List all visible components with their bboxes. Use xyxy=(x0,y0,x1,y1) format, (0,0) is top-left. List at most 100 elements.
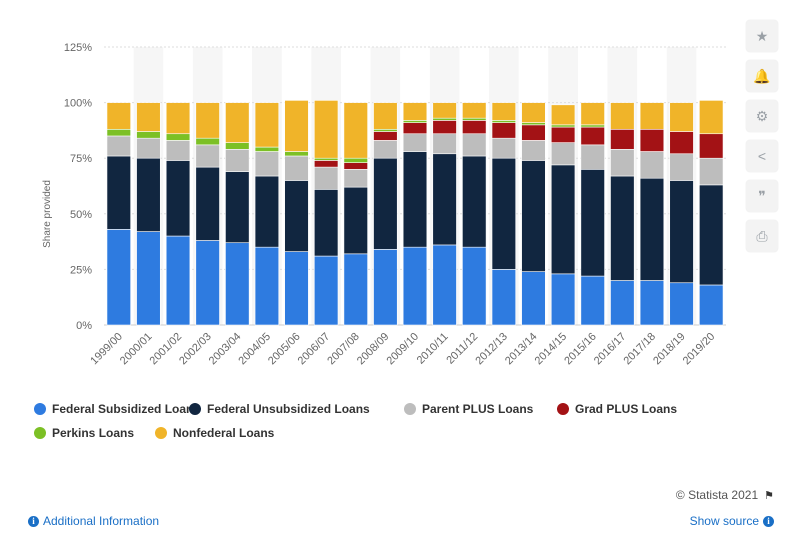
bar-segment[interactable] xyxy=(610,149,635,177)
bar-segment[interactable] xyxy=(195,137,220,146)
bar-segment[interactable] xyxy=(432,120,457,135)
bar-segment[interactable] xyxy=(639,280,665,326)
bar-segment[interactable] xyxy=(550,124,576,128)
print-icon[interactable]: ⎙ xyxy=(746,220,778,252)
bar-segment[interactable] xyxy=(669,282,694,326)
legend-label[interactable]: Parent PLUS Loans xyxy=(422,402,534,416)
bar-segment[interactable] xyxy=(669,131,694,155)
bar-segment[interactable] xyxy=(165,102,191,135)
bar-segment[interactable] xyxy=(254,151,280,177)
bar-segment[interactable] xyxy=(343,169,368,188)
bar-segment[interactable] xyxy=(491,102,517,121)
bar-segment[interactable] xyxy=(521,102,546,123)
bar-segment[interactable] xyxy=(610,102,635,130)
bar-segment[interactable] xyxy=(195,144,220,168)
bar-segment[interactable] xyxy=(491,157,517,270)
bar-segment[interactable] xyxy=(462,102,487,119)
bar-segment[interactable] xyxy=(313,160,339,168)
bar-segment[interactable] xyxy=(550,273,576,326)
bar-segment[interactable] xyxy=(225,149,250,172)
bar-segment[interactable] xyxy=(699,157,724,186)
bar-segment[interactable] xyxy=(373,140,398,159)
bar-segment[interactable] xyxy=(165,133,191,141)
bell-icon[interactable]: 🔔 xyxy=(746,60,778,92)
legend-label[interactable]: Grad PLUS Loans xyxy=(575,402,677,416)
bar-segment[interactable] xyxy=(225,171,250,244)
bar-segment[interactable] xyxy=(521,271,546,326)
bar-segment[interactable] xyxy=(136,137,161,159)
bar-segment[interactable] xyxy=(284,151,309,157)
bar-segment[interactable] xyxy=(580,169,605,277)
bar-segment[interactable] xyxy=(136,231,161,326)
bar-segment[interactable] xyxy=(402,151,428,248)
bar-segment[interactable] xyxy=(136,102,161,132)
bar-segment[interactable] xyxy=(639,151,665,179)
additional-information-link[interactable]: i Additional Information xyxy=(28,514,159,528)
bar-segment[interactable] xyxy=(639,128,665,152)
bar-segment[interactable] xyxy=(580,126,605,146)
bar-segment[interactable] xyxy=(699,184,724,286)
bar-segment[interactable] xyxy=(402,120,428,123)
bar-segment[interactable] xyxy=(254,102,280,148)
bar-segment[interactable] xyxy=(284,100,309,152)
bar-segment[interactable] xyxy=(521,124,546,141)
bar-segment[interactable] xyxy=(432,133,457,155)
bar-segment[interactable] xyxy=(343,157,368,163)
bar-segment[interactable] xyxy=(343,253,368,326)
gear-icon[interactable]: ⚙ xyxy=(746,100,778,132)
star-icon[interactable]: ★ xyxy=(746,20,778,52)
bar-segment[interactable] xyxy=(669,153,694,181)
bar-segment[interactable] xyxy=(521,140,546,161)
bar-segment[interactable] xyxy=(491,137,517,159)
legend-label[interactable]: Perkins Loans xyxy=(52,426,134,440)
bar-segment[interactable] xyxy=(639,102,665,130)
bar-segment[interactable] xyxy=(254,146,280,152)
bar-segment[interactable] xyxy=(254,246,280,326)
bar-segment[interactable] xyxy=(699,133,724,159)
bar-segment[interactable] xyxy=(106,229,131,326)
bar-segment[interactable] xyxy=(432,102,457,119)
bar-segment[interactable] xyxy=(225,242,250,326)
bar-segment[interactable] xyxy=(106,135,131,157)
bar-segment[interactable] xyxy=(521,122,546,126)
bar-segment[interactable] xyxy=(313,189,339,257)
bar-segment[interactable] xyxy=(462,133,487,157)
bar-segment[interactable] xyxy=(491,122,517,139)
bar-segment[interactable] xyxy=(402,122,428,135)
bar-segment[interactable] xyxy=(284,180,309,252)
bar-segment[interactable] xyxy=(402,133,428,152)
bar-segment[interactable] xyxy=(610,128,635,150)
bar-segment[interactable] xyxy=(313,255,339,326)
bar-segment[interactable] xyxy=(165,160,191,237)
bar-segment[interactable] xyxy=(195,240,220,326)
bar-segment[interactable] xyxy=(491,120,517,123)
bar-segment[interactable] xyxy=(373,131,398,141)
bar-segment[interactable] xyxy=(402,102,428,121)
bar-segment[interactable] xyxy=(669,102,694,132)
bar-segment[interactable] xyxy=(195,102,220,139)
share-icon[interactable]: < xyxy=(746,140,778,172)
legend-label[interactable]: Federal Subsidized Loans xyxy=(52,402,200,416)
bar-segment[interactable] xyxy=(106,155,131,230)
bar-segment[interactable] xyxy=(580,275,605,326)
bar-segment[interactable] xyxy=(373,249,398,326)
bar-segment[interactable] xyxy=(699,284,724,326)
bar-segment[interactable] xyxy=(580,144,605,170)
bar-segment[interactable] xyxy=(225,102,250,143)
bar-segment[interactable] xyxy=(432,153,457,246)
bar-segment[interactable] xyxy=(373,128,398,132)
legend-label[interactable]: Nonfederal Loans xyxy=(173,426,275,440)
bar-segment[interactable] xyxy=(699,100,724,135)
bar-segment[interactable] xyxy=(432,244,457,326)
bar-segment[interactable] xyxy=(610,175,635,281)
bar-segment[interactable] xyxy=(254,175,280,248)
bar-segment[interactable] xyxy=(580,102,605,126)
bar-segment[interactable] xyxy=(639,177,665,281)
bar-segment[interactable] xyxy=(462,246,487,326)
bar-segment[interactable] xyxy=(136,157,161,232)
show-source-link[interactable]: Show source i xyxy=(690,514,774,528)
bar-segment[interactable] xyxy=(491,269,517,326)
bar-segment[interactable] xyxy=(106,102,131,130)
bar-segment[interactable] xyxy=(284,155,309,181)
bar-segment[interactable] xyxy=(313,166,339,190)
